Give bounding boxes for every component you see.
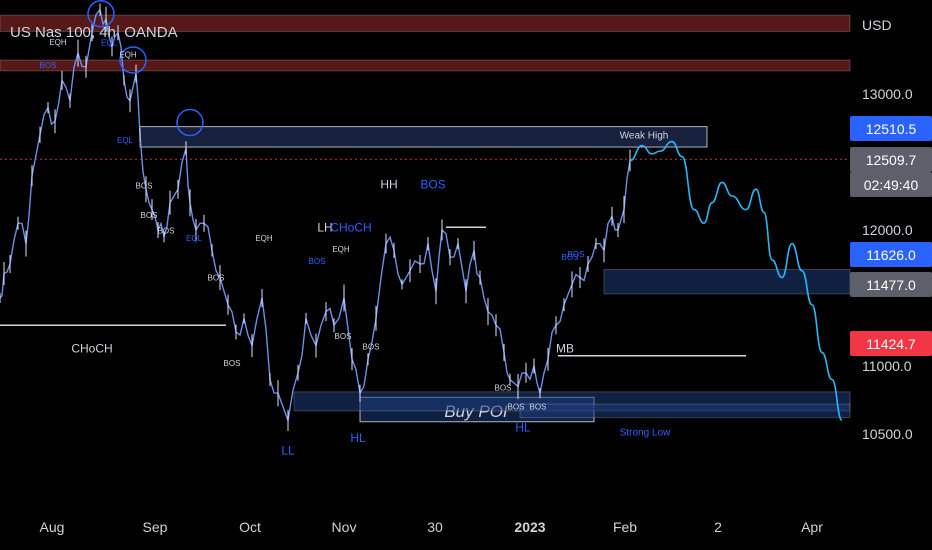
- annotation-19: BOS: [335, 332, 352, 341]
- price-tag-label: 02:49:40: [864, 177, 919, 193]
- zone-3: [603, 268, 851, 295]
- zone-1: [0, 59, 851, 72]
- annotation-24: BOS: [562, 253, 579, 262]
- price-tag-bg: [850, 172, 932, 197]
- y-tick-label: 13000.0: [862, 86, 913, 102]
- annotation-7: BOS: [158, 226, 175, 235]
- x-tick-label: 2: [714, 519, 722, 535]
- annotation-10: BOS: [208, 273, 225, 282]
- price-tag-bg: [850, 147, 932, 172]
- price-series: [0, 3, 631, 431]
- annotation-13: HH: [380, 178, 397, 192]
- price-tag-label: 11424.7: [866, 336, 916, 352]
- annotation-5: BOS: [136, 182, 153, 191]
- annotation-2: EQL: [101, 39, 118, 48]
- y-tick-label: 11000.0: [862, 358, 912, 374]
- price-tag-label: 11626.0: [866, 247, 916, 263]
- price-tag-label: 11477.0: [866, 277, 916, 293]
- marker-circle-1: [119, 46, 147, 74]
- annotation-25: BOS: [568, 250, 585, 259]
- y-tick-label: 10500.0: [862, 426, 913, 442]
- price-tag-bg: [850, 331, 932, 356]
- marker-circle-2: [176, 108, 204, 137]
- annotation-3: EQH: [119, 50, 137, 59]
- x-tick-label: Apr: [801, 519, 823, 535]
- y-tick-label: 12000.0: [862, 222, 913, 238]
- annotation-29: BOS: [530, 403, 547, 412]
- x-tick-label: Nov: [332, 519, 357, 535]
- price-tag-bg: [850, 116, 932, 141]
- x-tick-label: Oct: [239, 519, 261, 535]
- x-tick-label: Feb: [613, 519, 637, 535]
- annotation-4: EQL: [117, 136, 134, 145]
- zones-layer: Weak HighBuy POIStrong Low: [0, 14, 851, 439]
- annotation-0: EQH: [49, 38, 67, 47]
- zone-6: [519, 403, 851, 419]
- annotation-16: CHoCH: [330, 220, 371, 234]
- projection-line: [629, 140, 843, 422]
- annotation-9: EQH: [255, 234, 273, 243]
- annotation-20: BOS: [363, 343, 380, 352]
- x-tick-label: 30: [427, 519, 443, 535]
- annotation-8: EQL: [186, 234, 203, 243]
- annotation-15: LH: [317, 220, 332, 234]
- annotation-6: BOS: [141, 211, 158, 220]
- price-tags: 12510.5 12509.7 02:49:40 11626.0 11477.0 1142…: [850, 116, 932, 356]
- zone-label-2: Weak High: [620, 131, 669, 142]
- price-tag-bg: [850, 242, 932, 267]
- x-tick-label: Aug: [40, 519, 65, 535]
- annotation-26: MB: [556, 341, 574, 355]
- annotation-12: CHoCH: [71, 341, 112, 355]
- marker-circle-0: [87, 0, 115, 28]
- annotation-17: EQH: [332, 245, 350, 254]
- annotation-23: HL: [515, 420, 531, 434]
- chart-title[interactable]: US Nas 100, 4h, OANDA: [10, 24, 178, 41]
- annotation-18: BOS: [309, 257, 326, 266]
- markers-layer: [87, 0, 204, 137]
- annotation-14: BOS: [420, 178, 445, 192]
- annotation-1: BOS: [40, 61, 57, 70]
- annotation-22: HL: [350, 431, 366, 445]
- annotation-21: LL: [281, 443, 295, 457]
- x-tick-label: Sep: [143, 519, 168, 535]
- zone-label-6: Strong Low: [620, 428, 671, 439]
- x-tick-label: 2023: [514, 519, 545, 535]
- projection-series: [629, 140, 843, 422]
- axes[interactable]: USD 13000.0 12000.0 11000.0 10500.0 Aug Sep Oc…: [40, 17, 913, 535]
- annotation-27: BOS: [495, 383, 512, 392]
- annotation-11: BOS: [224, 359, 241, 368]
- annotation-28: BOS: [508, 403, 525, 412]
- price-tag-label: 12510.5: [866, 121, 917, 137]
- currency-label: USD: [862, 17, 892, 33]
- price-tag-bg: [850, 272, 932, 297]
- zone-0: [0, 14, 851, 32]
- price-tag-label: 12509.7: [866, 152, 917, 168]
